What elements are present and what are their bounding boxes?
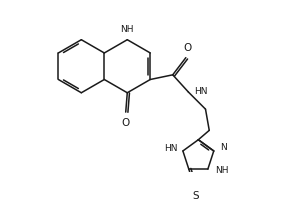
Text: NH: NH (121, 25, 134, 34)
Text: O: O (183, 43, 191, 53)
Text: NH: NH (215, 166, 228, 175)
Text: O: O (121, 118, 129, 128)
Text: HN: HN (164, 144, 177, 153)
Text: N: N (220, 143, 227, 152)
Text: S: S (192, 191, 199, 200)
Text: HN: HN (194, 87, 208, 96)
